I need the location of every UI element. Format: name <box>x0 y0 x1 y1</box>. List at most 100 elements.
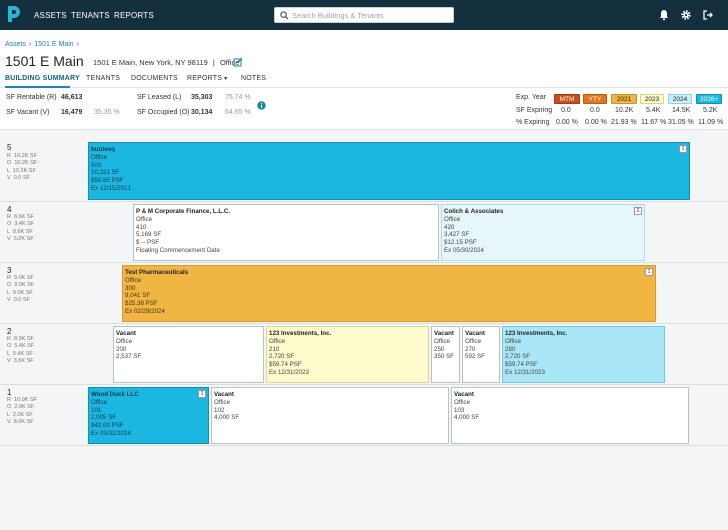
unit-102[interactable]: Vacant Office 102 4,000 SF <box>211 387 449 444</box>
unit-tenant: Vacant <box>465 330 485 337</box>
unit-210[interactable]: 123 Investments, Inc. Office 210 2,720 S… <box>266 326 429 383</box>
unit-280[interactable]: 123 Investments, Inc. Office 280 2,720 S… <box>502 326 665 383</box>
unit-101[interactable]: Wood Duck LLC Office 101 2,005 SF $42.00… <box>88 387 209 444</box>
unit-420[interactable]: Colich & Associates Office 420 3,427 SF … <box>441 204 645 261</box>
sf-expiring-2021: 10.2K <box>615 107 634 114</box>
stacking-plan: 5 R 10.2K SF O 10.2K SF L 10.2K SF V 0.0… <box>0 131 728 530</box>
unit-tenant: Vacant <box>454 391 474 398</box>
breadcrumb-assets[interactable]: Assets <box>5 41 27 48</box>
sf-expiring-2026-plus: 5.2K <box>703 107 718 114</box>
tab-notes[interactable]: NOTES <box>241 75 267 82</box>
tab-documents[interactable]: DOCUMENTS <box>131 75 178 82</box>
unit-expiry: Ex 12/31/2023 <box>269 368 309 376</box>
active-tab-indicator <box>5 86 70 88</box>
floor-row-5: 5 R 10.2K SF O 10.2K SF L 10.2K SF V 0.0… <box>0 140 728 202</box>
sf-vacant-label: SF Vacant (V) <box>6 109 50 116</box>
sf-rentable-value: 46,613 <box>61 94 83 101</box>
lease-count-badge: 1 <box>645 268 653 276</box>
unit-tenant: Vacant <box>116 330 136 337</box>
year-chip-2023[interactable]: 2023 <box>640 94 664 104</box>
lease-count-badge: 1 <box>198 390 206 398</box>
unit-expiry: Ex 02/29/2024 <box>125 307 165 315</box>
search-box[interactable] <box>274 7 454 23</box>
unit-use: Office <box>444 215 461 223</box>
page-title: 1501 E Main <box>5 53 84 69</box>
year-chip-2024[interactable]: 2024 <box>668 94 692 104</box>
year-chip-yty[interactable]: YTY <box>583 94 607 104</box>
bell-icon[interactable] <box>658 9 670 21</box>
pct-expiring-2024: 31.05 % <box>668 119 694 126</box>
unit-200[interactable]: Vacant Office 200 2,537 SF <box>113 326 264 383</box>
gear-icon[interactable] <box>680 9 692 21</box>
unit-suite: 300 <box>125 284 136 292</box>
tab-building-summary[interactable]: BUILDING SUMMARY <box>5 75 80 82</box>
floor-number: 4 <box>7 205 12 214</box>
lease-count-badge: 1 <box>679 145 687 153</box>
unit-410[interactable]: P & M Corporate Finance, L.L.C. Office 4… <box>133 204 439 261</box>
unit-tenant: Test Pharmaceuticals <box>125 269 189 276</box>
unit-expiry: Ex 12/31/2023 <box>505 368 545 376</box>
subtitle-divider: | <box>212 58 215 67</box>
tab-reports-label: REPORTS <box>187 75 223 82</box>
unit-tenant: Colich & Associates <box>444 208 504 215</box>
pct-expiring-2023: 11.67 % <box>641 119 667 126</box>
unit-area: 10,221 SF <box>91 169 120 177</box>
breadcrumb: Assets › 1501 E Main › <box>5 41 82 48</box>
unit-rent: $ -- PSF <box>136 239 160 247</box>
logout-icon[interactable] <box>702 9 714 21</box>
page-header: Assets › 1501 E Main › 1501 E Main 1501 E M… <box>0 30 728 88</box>
chevron-down-icon: ▾ <box>224 76 228 82</box>
tab-tenants[interactable]: TENANTS <box>86 75 121 82</box>
edit-icon[interactable] <box>233 57 243 67</box>
unit-rent: $59.74 PSF <box>269 361 302 369</box>
unit-area: 4,000 SF <box>214 414 240 422</box>
unit-500[interactable]: buuteeq Office 500 10,221 SF $50.85 PSF … <box>88 142 690 200</box>
sf-vacant-percent: 35.35 % <box>94 109 120 116</box>
lease-count-badge: 2 <box>634 207 642 215</box>
breadcrumb-building[interactable]: 1501 E Main <box>34 41 74 48</box>
year-chip-2021[interactable]: 2021 <box>611 94 637 104</box>
sf-occupied-value: 30,134 <box>191 109 213 116</box>
unit-use: Office <box>269 337 286 345</box>
nav-tenants[interactable]: TENANTS <box>71 11 110 20</box>
nav-assets[interactable]: ASSETS <box>34 11 67 20</box>
sf-leased-label: SF Leased (L) <box>137 94 182 101</box>
sf-leased-percent: 75.74 % <box>225 94 251 101</box>
floor-stats: R 10.0K SF O 2.0K SF L 2.0K SF V 8.0K SF <box>7 397 37 425</box>
unit-use: Office <box>214 398 231 406</box>
nav-reports[interactable]: REPORTS <box>114 11 154 20</box>
pct-expiring-yty: 0.00 % <box>585 119 607 126</box>
building-address: 1501 E Main, New York, NY 98119 <box>93 58 208 67</box>
breadcrumb-separator: › <box>29 41 32 48</box>
unit-area: 2,720 SF <box>505 353 531 361</box>
sf-occupied-percent: 64.65 % <box>225 109 251 116</box>
unit-suite: 270 <box>465 345 476 353</box>
unit-103[interactable]: Vacant Office 103 4,000 SF <box>451 387 689 444</box>
tab-reports[interactable]: REPORTS ▾ <box>187 75 227 82</box>
app-logo-icon[interactable] <box>7 5 21 23</box>
exp-year-label: Exp. Year <box>516 94 546 101</box>
unit-tenant: 123 Investments, Inc. <box>269 330 332 337</box>
unit-use: Office <box>91 153 108 161</box>
unit-area: 3,427 SF <box>444 231 470 239</box>
unit-tenant: Wood Duck LLC <box>91 391 139 398</box>
unit-use: Office <box>434 337 451 345</box>
floor-row-3: 3 R 9.0K SF O 9.0K SF L 9.0K SF V 0.0 SF… <box>0 263 728 324</box>
year-chip-2026-plus[interactable]: 2026+ <box>696 94 722 104</box>
unit-suite: 103 <box>454 406 465 414</box>
unit-300[interactable]: Test Pharmaceuticals Office 300 9,041 SF… <box>122 265 656 322</box>
unit-note: Floating Commencement Date <box>136 246 220 254</box>
info-icon[interactable] <box>257 101 266 110</box>
pct-expiring-label: % Expiring <box>516 119 550 126</box>
year-chip-mtm[interactable]: MTM <box>554 94 580 104</box>
unit-use: Office <box>136 215 153 223</box>
floor-number: 2 <box>7 327 12 336</box>
unit-suite: 500 <box>91 161 102 169</box>
unit-area: 5,169 SF <box>136 231 162 239</box>
unit-rent: $12.15 PSF <box>444 239 477 247</box>
search-input[interactable] <box>292 10 450 21</box>
unit-rent: $59.74 PSF <box>505 361 538 369</box>
unit-270[interactable]: Vacant Office 270 592 SF <box>462 326 500 383</box>
unit-use: Office <box>125 276 142 284</box>
unit-250[interactable]: Vacant Office 250 350 SF <box>431 326 460 383</box>
